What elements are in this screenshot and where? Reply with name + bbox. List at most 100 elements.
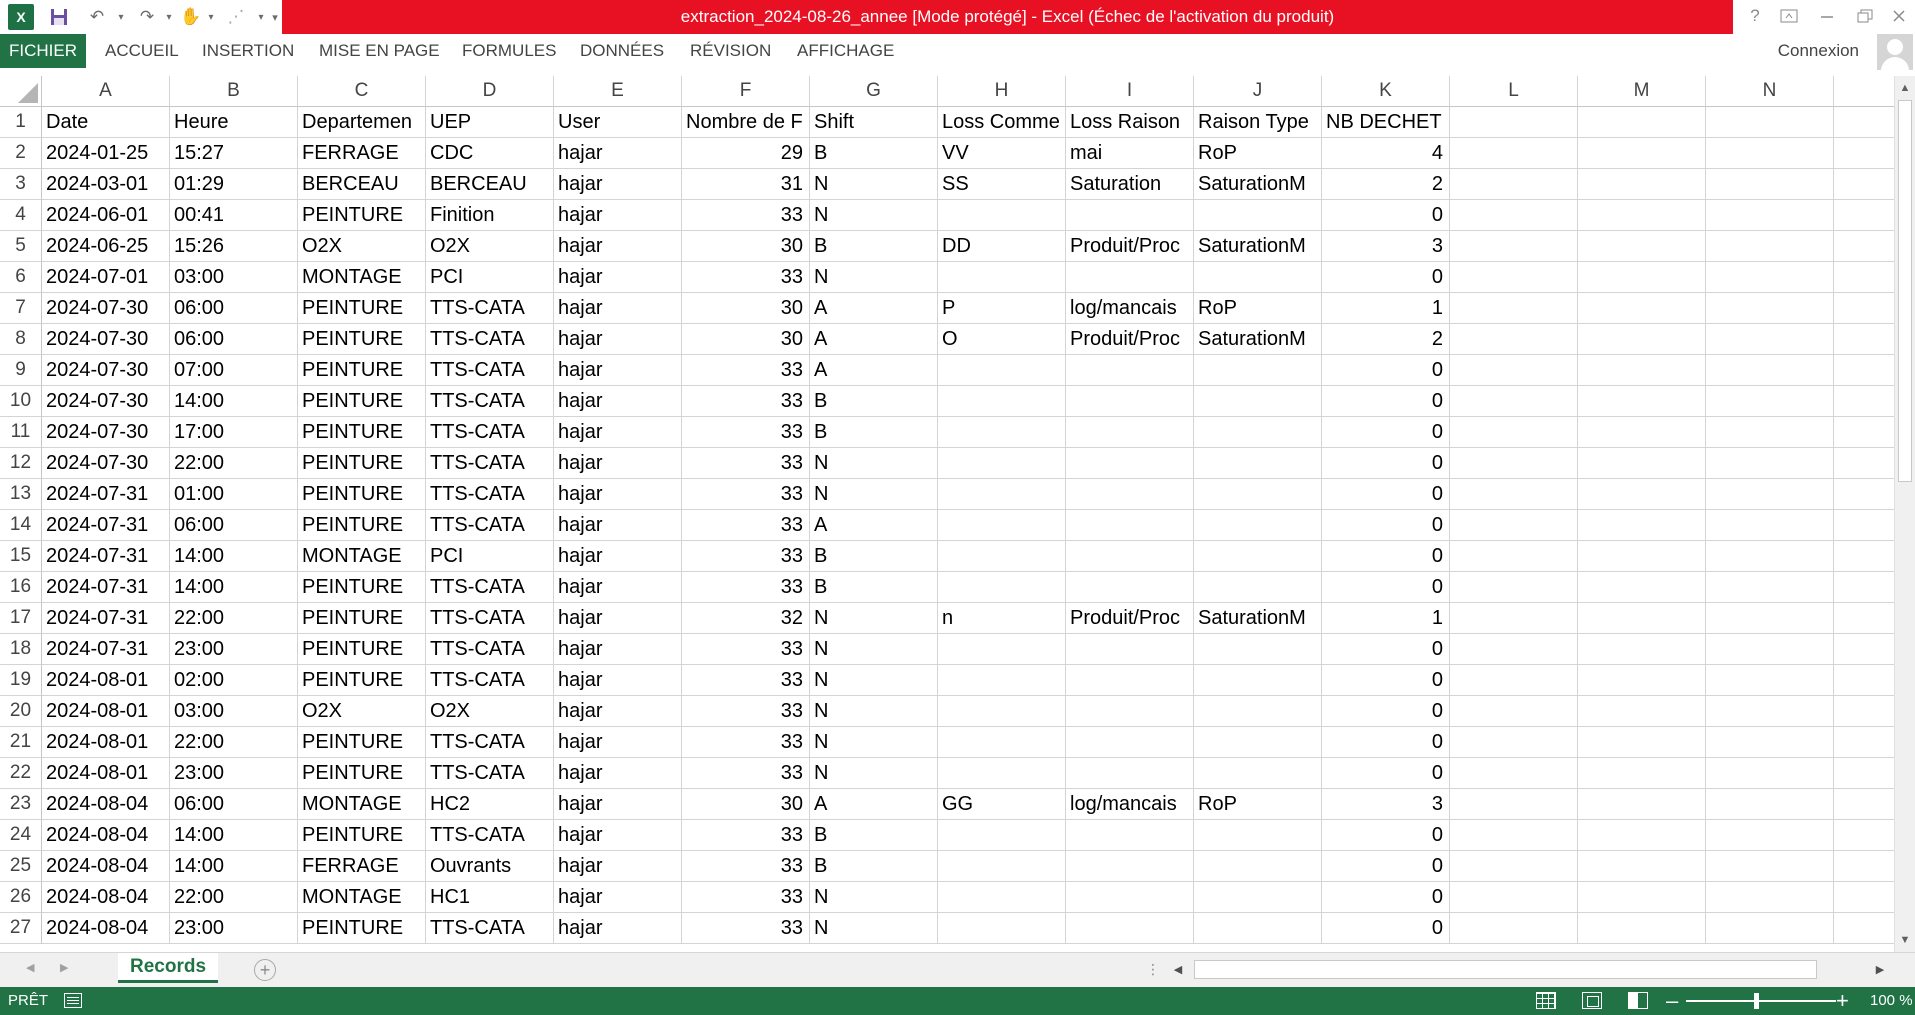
table-cell[interactable]: 31: [682, 169, 810, 200]
table-cell[interactable]: [938, 696, 1066, 727]
table-cell[interactable]: [1578, 572, 1706, 603]
table-cell[interactable]: hajar: [554, 417, 682, 448]
table-cell[interactable]: PCI: [426, 262, 554, 293]
table-cell[interactable]: FERRAGE: [298, 138, 426, 169]
table-cell[interactable]: 07:00: [170, 355, 298, 386]
table-cell[interactable]: [1194, 386, 1322, 417]
table-cell[interactable]: [1066, 541, 1194, 572]
table-cell[interactable]: [1706, 262, 1834, 293]
table-cell[interactable]: Produit/Proc: [1066, 603, 1194, 634]
table-cell[interactable]: [1834, 727, 1894, 758]
table-cell[interactable]: 2024-08-04: [42, 913, 170, 944]
table-cell[interactable]: 0: [1322, 479, 1450, 510]
table-cell[interactable]: TTS-CATA: [426, 293, 554, 324]
horizontal-scrollbar[interactable]: ◀ ▶: [1168, 958, 1890, 981]
table-cell[interactable]: [1450, 696, 1578, 727]
table-cell[interactable]: SaturationM: [1194, 324, 1322, 355]
table-cell[interactable]: PEINTURE: [298, 479, 426, 510]
table-cell[interactable]: 02:00: [170, 665, 298, 696]
table-cell[interactable]: [1578, 789, 1706, 820]
table-cell[interactable]: 2024-08-04: [42, 851, 170, 882]
table-cell[interactable]: TTS-CATA: [426, 448, 554, 479]
table-cell[interactable]: [1450, 324, 1578, 355]
table-cell[interactable]: 0: [1322, 727, 1450, 758]
add-sheet-button[interactable]: +: [254, 959, 276, 981]
table-cell[interactable]: [1706, 634, 1834, 665]
row-header[interactable]: 24: [0, 820, 42, 851]
table-cell[interactable]: PEINTURE: [298, 293, 426, 324]
table-cell[interactable]: A: [810, 293, 938, 324]
table-cell[interactable]: [1194, 200, 1322, 231]
table-cell[interactable]: [1194, 479, 1322, 510]
table-cell[interactable]: PEINTURE: [298, 324, 426, 355]
table-cell[interactable]: 0: [1322, 696, 1450, 727]
table-cell[interactable]: HC1: [426, 882, 554, 913]
table-cell[interactable]: [1706, 913, 1834, 944]
header-cell[interactable]: Loss Comme: [938, 107, 1066, 138]
table-cell[interactable]: 0: [1322, 851, 1450, 882]
header-cell[interactable]: Shift: [810, 107, 938, 138]
table-cell[interactable]: 2024-07-30: [42, 293, 170, 324]
table-cell[interactable]: [1706, 541, 1834, 572]
table-cell[interactable]: 2024-07-31: [42, 572, 170, 603]
header-cell[interactable]: User: [554, 107, 682, 138]
table-cell[interactable]: hajar: [554, 324, 682, 355]
row-header[interactable]: 6: [0, 262, 42, 293]
header-cell[interactable]: Heure: [170, 107, 298, 138]
row-header[interactable]: 22: [0, 758, 42, 789]
table-cell[interactable]: [1066, 262, 1194, 293]
table-cell[interactable]: [1066, 448, 1194, 479]
table-cell[interactable]: 2024-08-01: [42, 696, 170, 727]
table-cell[interactable]: B: [810, 138, 938, 169]
table-cell[interactable]: 2024-07-30: [42, 355, 170, 386]
redo-icon[interactable]: ↷: [139, 7, 155, 26]
row-header[interactable]: 21: [0, 727, 42, 758]
column-header[interactable]: I: [1066, 76, 1194, 107]
table-cell[interactable]: 0: [1322, 448, 1450, 479]
header-cell[interactable]: Date: [42, 107, 170, 138]
table-cell[interactable]: VV: [938, 138, 1066, 169]
table-cell[interactable]: RoP: [1194, 789, 1322, 820]
table-cell[interactable]: 2024-08-01: [42, 727, 170, 758]
table-cell[interactable]: MONTAGE: [298, 789, 426, 820]
table-cell[interactable]: [1706, 324, 1834, 355]
table-cell[interactable]: [1706, 448, 1834, 479]
table-cell[interactable]: [1450, 727, 1578, 758]
row-header[interactable]: 14: [0, 510, 42, 541]
table-cell[interactable]: 2024-07-30: [42, 386, 170, 417]
chart-dropdown-icon[interactable]: ▾: [258, 11, 264, 23]
table-cell[interactable]: [1450, 200, 1578, 231]
page-layout-view-icon[interactable]: [1582, 992, 1602, 1009]
table-cell[interactable]: 2024-01-25: [42, 138, 170, 169]
row-header[interactable]: 9: [0, 355, 42, 386]
scroll-down-icon[interactable]: ▼: [1899, 934, 1911, 946]
table-cell[interactable]: 33: [682, 200, 810, 231]
table-cell[interactable]: [1194, 355, 1322, 386]
header-cell[interactable]: Nombre de F: [682, 107, 810, 138]
table-cell[interactable]: TTS-CATA: [426, 727, 554, 758]
table-cell[interactable]: [1578, 882, 1706, 913]
table-cell[interactable]: [1578, 200, 1706, 231]
table-cell[interactable]: [1578, 696, 1706, 727]
table-cell[interactable]: [1834, 634, 1894, 665]
table-cell[interactable]: 33: [682, 355, 810, 386]
table-cell[interactable]: SaturationM: [1194, 169, 1322, 200]
row-header[interactable]: 11: [0, 417, 42, 448]
table-cell[interactable]: hajar: [554, 665, 682, 696]
table-cell[interactable]: 33: [682, 820, 810, 851]
table-cell[interactable]: [1706, 665, 1834, 696]
row-header[interactable]: 1: [0, 107, 42, 138]
table-cell[interactable]: 2024-07-01: [42, 262, 170, 293]
table-cell[interactable]: TTS-CATA: [426, 603, 554, 634]
table-cell[interactable]: [1194, 665, 1322, 696]
table-cell[interactable]: Produit/Proc: [1066, 231, 1194, 262]
table-cell[interactable]: PEINTURE: [298, 758, 426, 789]
table-cell[interactable]: 0: [1322, 200, 1450, 231]
table-cell[interactable]: hajar: [554, 479, 682, 510]
table-cell[interactable]: N: [810, 913, 938, 944]
table-cell[interactable]: 0: [1322, 355, 1450, 386]
table-cell[interactable]: [1194, 510, 1322, 541]
table-cell[interactable]: [1194, 913, 1322, 944]
table-cell[interactable]: 0: [1322, 541, 1450, 572]
row-header[interactable]: 16: [0, 572, 42, 603]
